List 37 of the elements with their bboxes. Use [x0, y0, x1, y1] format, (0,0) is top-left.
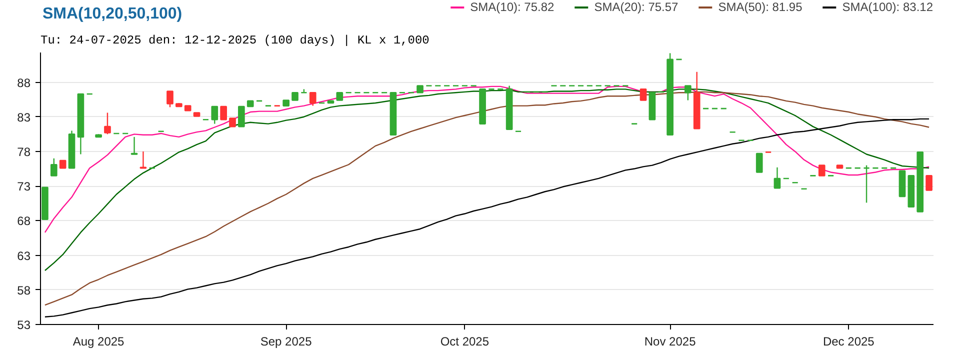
- legend-label: SMA(100): 83.12: [842, 0, 933, 14]
- x-tick-label: Sep 2025: [260, 334, 312, 348]
- candlestick: [130, 136, 138, 155]
- candlestick: [640, 88, 647, 101]
- candlestick: [104, 112, 111, 135]
- candlestick: [926, 175, 932, 191]
- x-tick-label: Oct 2025: [440, 334, 490, 348]
- y-tick-label: 53: [17, 318, 31, 332]
- legend-label: SMA(50): 81.95: [718, 0, 802, 14]
- legend-label: SMA(20): 75.57: [594, 0, 678, 14]
- chart-title: SMA(10,20,50,100): [42, 6, 182, 22]
- candlestick: [220, 106, 227, 120]
- y-tick-label: 68: [17, 214, 31, 228]
- x-tick-label: Dec 2025: [822, 334, 875, 348]
- candlestick: [684, 85, 692, 101]
- candlestick: [50, 158, 58, 176]
- candlestick: [238, 106, 245, 128]
- candlestick: [309, 92, 316, 106]
- candlestick: [211, 106, 218, 124]
- candlestick: [774, 166, 781, 189]
- y-tick-label: 58: [17, 283, 31, 298]
- y-tick-label: 63: [17, 248, 31, 263]
- y-tick-label: 83: [17, 110, 31, 124]
- y-tick-label: 78: [17, 144, 31, 159]
- candlestick: [818, 164, 826, 176]
- legend-label: SMA(10): 75.82: [470, 0, 554, 14]
- y-tick-label: 88: [17, 76, 31, 90]
- line-series: [44, 118, 930, 318]
- candlestick: [863, 164, 870, 204]
- candlestick: [166, 90, 174, 108]
- x-tick-label: Aug 2025: [72, 334, 125, 348]
- chart-subtitle: Tu: 24-07-2025 den: 12-12-2025 (100 days) | KL x 1,000: [40, 34, 430, 48]
- y-tick-label: 73: [17, 180, 31, 194]
- line-series: [44, 86, 930, 234]
- x-tick-label: Nov 2025: [644, 334, 696, 348]
- candlestick: [140, 150, 147, 169]
- candlestick: [756, 152, 763, 173]
